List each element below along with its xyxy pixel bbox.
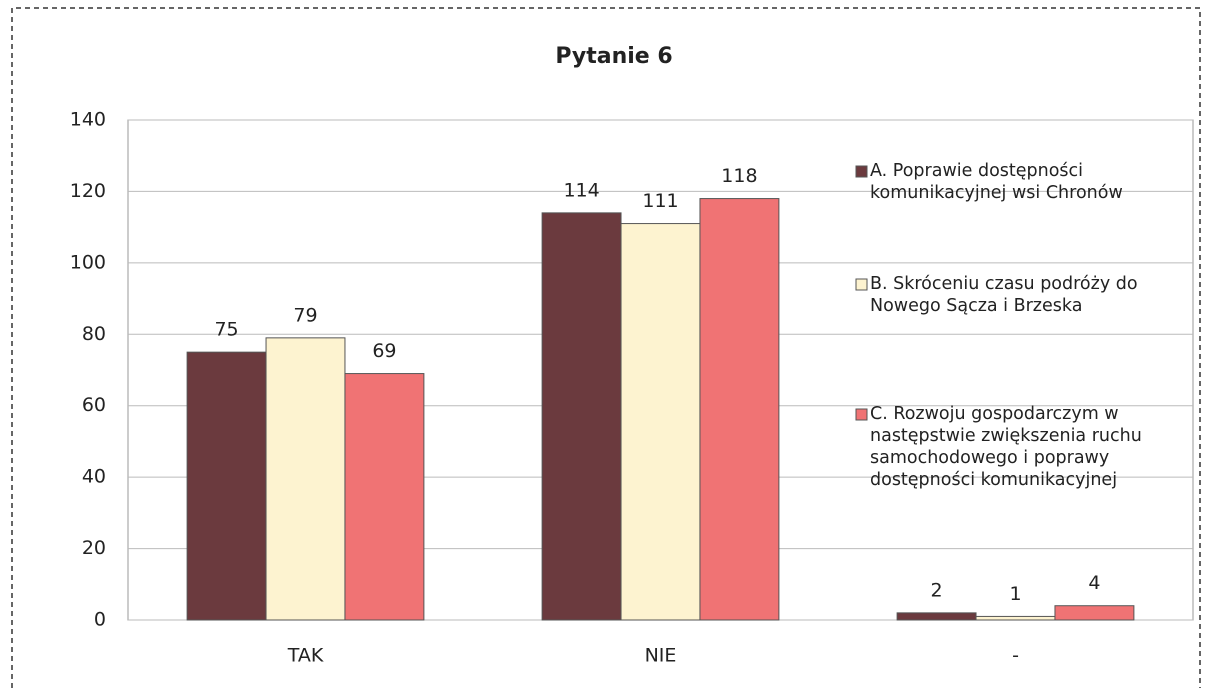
y-tick-label: 140 [70,109,106,131]
data-label: 69 [372,340,396,362]
data-label: 79 [293,304,317,326]
bar [699,198,780,621]
legend-label: A. Poprawie dostępności komunikacyjnej w… [870,161,1123,203]
legend-marker [855,165,868,178]
data-label: 75 [214,319,238,341]
legend-label: C. Rozwoju gospodarczym w następstwie zw… [870,404,1142,490]
data-label: 118 [721,165,757,187]
y-tick-label: 20 [82,537,106,559]
bar [186,351,267,621]
data-label: 111 [642,190,678,212]
legend-label: B. Skróceniu czasu podróży do Nowego Sąc… [870,274,1138,316]
x-tick-label: NIE [645,645,677,667]
y-tick-label: 40 [82,466,106,488]
legend-marker [855,408,868,421]
bar [975,615,1056,621]
bar [896,612,977,621]
x-tick-label: - [1012,645,1019,667]
frame-border [11,7,1201,688]
chart-title: Pytanie 6 [555,44,672,69]
data-label: 114 [563,179,599,201]
y-tick-label: 80 [82,323,106,345]
y-tick-label: 120 [70,180,106,202]
y-tick-label: 100 [70,251,106,273]
legend-marker [855,278,868,291]
data-label: 2 [931,579,943,601]
x-tick-label: TAK [287,645,324,667]
bar [1054,605,1135,621]
data-label: 1 [1009,583,1021,605]
y-tick-label: 60 [82,394,106,416]
y-tick-label: 0 [94,609,106,631]
bar [620,223,701,621]
bar [344,373,425,621]
bar [541,212,622,621]
data-label: 4 [1088,572,1100,594]
bar [265,337,346,621]
